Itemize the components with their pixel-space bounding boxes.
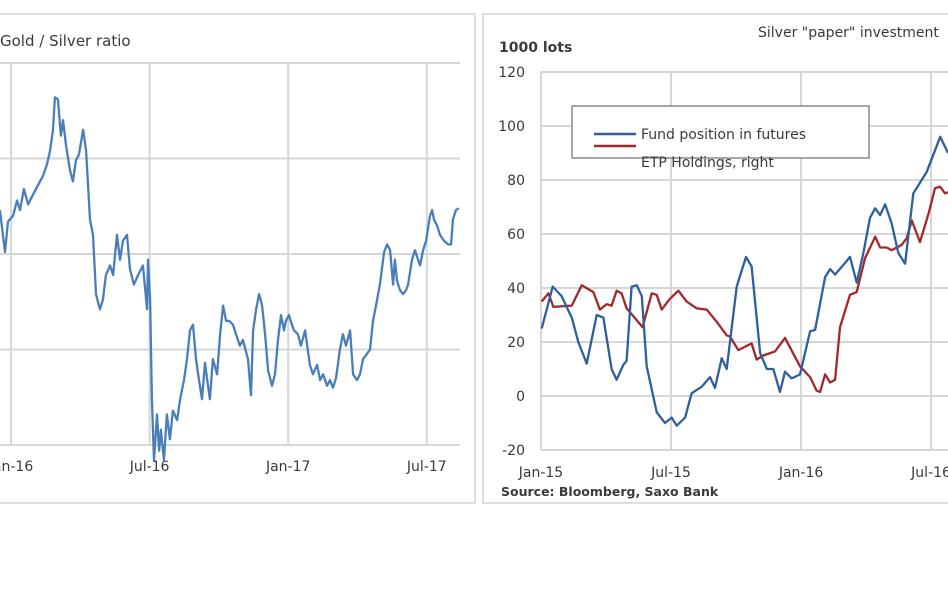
legend-label-etp-holdings: ETP Holdings, right (641, 155, 774, 171)
left-chart-x-tick-labels: Jan-16 Jul-16 Jan-17 Jul-17 (0, 459, 447, 475)
right-chart-series (540, 135, 948, 427)
source-note: Source: Bloomberg, Saxo Bank (501, 484, 719, 499)
right-y-tick-label: 0 (516, 389, 525, 405)
etp-holdings-line (540, 185, 948, 394)
left-chart-title: Gold / Silver ratio (0, 32, 131, 50)
right-chart-panel (482, 13, 948, 504)
legend-label-fund-position: Fund position in futures (641, 127, 806, 143)
right-chart-title: Silver "paper" investment (758, 25, 939, 41)
left-x-tick-label: Jul-16 (129, 459, 170, 475)
left-x-tick-label: Jul-17 (406, 459, 447, 475)
left-x-tick-label: Jan-17 (265, 459, 310, 475)
right-y-tick-label: 120 (498, 65, 525, 81)
right-x-tick-label: Jul-15 (650, 465, 691, 481)
right-chart-legend: Fund position in futures ETP Holdings, r… (571, 105, 870, 171)
left-chart-series (0, 96, 460, 462)
left-x-tick-label: Jan-16 (0, 459, 33, 475)
right-y-tick-label: 40 (507, 281, 525, 297)
fund-position-line (540, 135, 948, 427)
right-y-tick-label: 60 (507, 227, 525, 243)
right-chart-y-axis-label: 1000 lots (499, 40, 572, 56)
right-y-tick-label: 80 (507, 173, 525, 189)
right-x-tick-label: Jan-16 (778, 465, 824, 481)
right-x-tick-label: Jul-16 (910, 465, 948, 481)
right-y-tick-label: -20 (502, 443, 525, 459)
legend-box (571, 105, 870, 159)
right-chart-x-tick-labels: Jan-15 Jul-15 Jan-16 Jul-16 (518, 465, 948, 481)
right-y-tick-label: 100 (498, 119, 525, 135)
right-chart-y-tick-labels: -20 0 20 40 60 80 100 120 (498, 65, 525, 459)
right-x-tick-label: Jan-15 (518, 465, 563, 481)
left-chart-panel (0, 13, 476, 504)
right-y-tick-label: 20 (507, 335, 525, 351)
gold-silver-ratio-line (0, 96, 460, 462)
